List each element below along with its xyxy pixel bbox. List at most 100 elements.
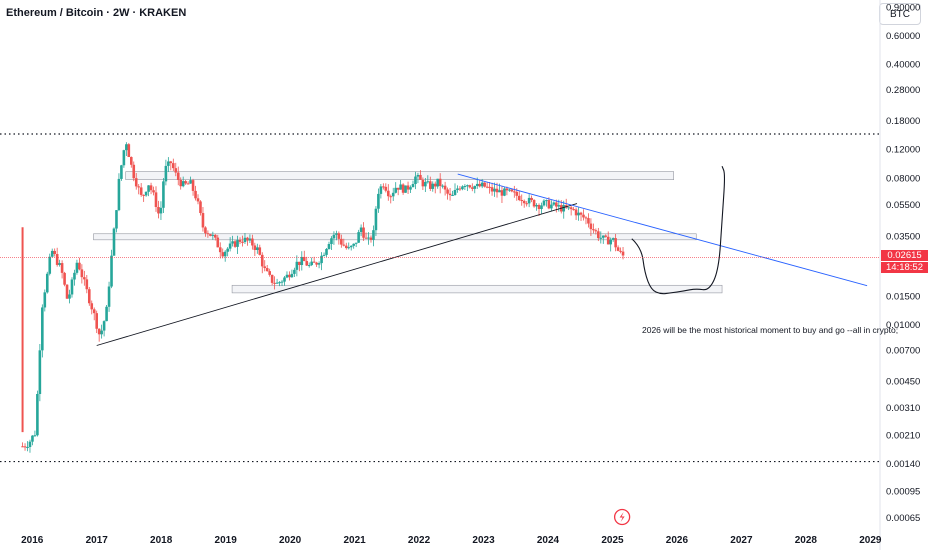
candle-body — [428, 181, 432, 189]
candle-body — [253, 245, 257, 251]
annotation-text: 2026 will be the most historical moment … — [642, 325, 898, 335]
candle-body — [515, 191, 519, 196]
candle-body — [122, 150, 126, 166]
candle-body — [433, 183, 437, 187]
candle-body — [468, 185, 472, 188]
candle-body — [199, 201, 202, 214]
candle-body — [53, 250, 56, 255]
support-zone — [93, 233, 697, 241]
candle-body — [522, 200, 526, 204]
candle-body — [362, 227, 365, 238]
candle-body — [611, 238, 615, 240]
candle-body — [179, 179, 183, 187]
candle-body — [31, 435, 34, 442]
candle-body — [144, 191, 148, 196]
y-tick-label: 0.00450 — [886, 377, 920, 388]
candle-body — [125, 144, 128, 151]
candle-body — [582, 214, 585, 218]
candle-body — [260, 254, 264, 267]
candle-body — [63, 272, 66, 285]
candle-body — [307, 265, 311, 267]
candle-body — [305, 261, 309, 266]
x-tick-label: 2023 — [472, 535, 495, 546]
candle-body — [216, 237, 220, 248]
y-axis: 0.90000 0.60000 0.40000 0.28000 0.18000 0.120… — [879, 0, 920, 550]
y-tick-label: 0.01500 — [886, 292, 920, 303]
candle-body — [342, 244, 346, 246]
candle-body — [36, 393, 39, 436]
candle-body — [147, 185, 150, 192]
candle-body — [243, 237, 247, 243]
candle-body — [416, 174, 420, 177]
candle-body — [142, 194, 145, 196]
candle-body — [490, 187, 494, 192]
candle-body — [159, 207, 163, 214]
candle-body — [218, 247, 222, 253]
candle-body — [335, 233, 338, 235]
candle-body — [78, 262, 81, 270]
projection-line — [631, 166, 726, 295]
x-tick-label: 2028 — [795, 535, 818, 546]
candle-body — [414, 176, 417, 185]
trendline — [457, 173, 868, 287]
candle-body — [26, 447, 29, 449]
x-tick-label: 2017 — [86, 535, 109, 546]
candle-body — [278, 282, 281, 284]
candle-body — [542, 200, 546, 206]
candle-body — [83, 277, 86, 280]
candle-body — [73, 272, 76, 280]
candle-body — [458, 188, 462, 190]
candle-body — [90, 303, 94, 310]
candle-body — [379, 186, 383, 194]
candle-body — [572, 209, 575, 211]
candle-body — [55, 254, 59, 265]
candle-body — [359, 227, 363, 233]
candle-body — [134, 178, 138, 187]
x-tick-label: 2021 — [343, 535, 366, 546]
candle-body — [105, 306, 108, 322]
candle-body — [214, 234, 217, 238]
candle-body — [238, 239, 242, 242]
candle-body — [574, 209, 578, 216]
candle-body — [327, 244, 331, 249]
candle-body — [251, 238, 254, 246]
trendlines — [96, 173, 868, 346]
candle-body — [41, 307, 44, 351]
x-tick-label: 2026 — [666, 535, 689, 546]
event-marker[interactable] — [613, 508, 631, 526]
candle-body — [221, 252, 225, 257]
candle-body — [495, 188, 499, 193]
candle-body — [606, 236, 610, 245]
candle-body — [157, 206, 160, 214]
candle-body — [517, 195, 521, 201]
trendline — [96, 203, 578, 346]
x-tick-label: 2025 — [601, 535, 624, 546]
candle-body — [505, 188, 509, 191]
candle-body — [228, 243, 232, 249]
candle-body — [394, 187, 397, 193]
candle-body — [181, 181, 185, 187]
candle-body — [322, 254, 326, 256]
candle-body — [532, 200, 536, 207]
candle-body — [246, 237, 249, 241]
candle-body — [537, 204, 541, 210]
candle-body — [569, 207, 573, 210]
support-zone — [231, 284, 723, 294]
candle-body — [100, 330, 103, 335]
lightning-icon — [619, 512, 625, 522]
y-tick-label: 0.03500 — [886, 232, 920, 243]
x-tick-label: 2019 — [215, 535, 238, 546]
candle-body — [288, 274, 291, 278]
x-tick-label: 2029 — [859, 535, 882, 546]
candle-body — [189, 180, 192, 184]
y-tick-label: 0.00065 — [886, 513, 920, 524]
candle-body — [95, 313, 98, 329]
candle-body — [169, 161, 173, 164]
candle-body — [364, 237, 368, 239]
candle-body — [456, 188, 459, 190]
candle-body — [65, 284, 69, 299]
candle-body — [139, 187, 143, 195]
candle-body — [577, 212, 580, 216]
candle-body — [43, 292, 47, 308]
